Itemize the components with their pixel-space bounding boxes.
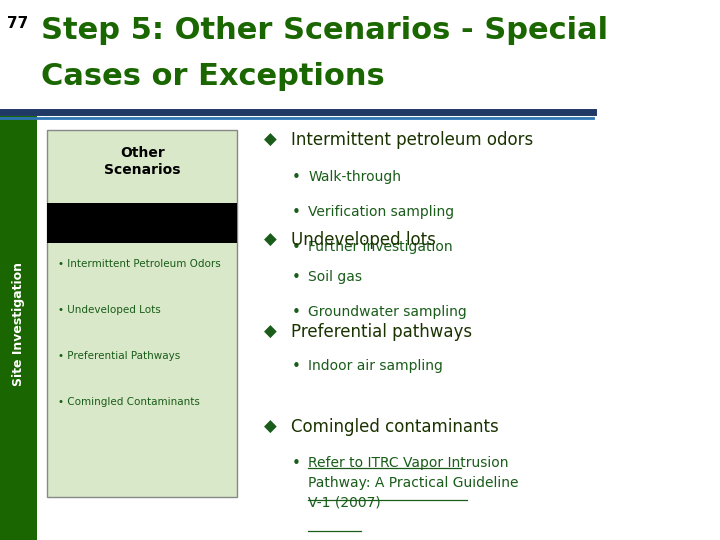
Text: •: • (292, 270, 300, 285)
Text: •: • (292, 359, 300, 374)
FancyBboxPatch shape (48, 130, 237, 497)
Text: ◆: ◆ (264, 417, 277, 436)
Text: Cases or Exceptions: Cases or Exceptions (40, 62, 384, 91)
Text: Walk-through: Walk-through (308, 170, 401, 184)
Text: •: • (292, 205, 300, 220)
Text: Other
Scenarios: Other Scenarios (104, 146, 181, 177)
Text: • Preferential Pathways: • Preferential Pathways (58, 351, 180, 361)
Text: •: • (292, 240, 300, 255)
Text: Intermittent petroleum odors: Intermittent petroleum odors (292, 131, 534, 150)
Text: Soil gas: Soil gas (308, 270, 362, 284)
Text: 77: 77 (6, 16, 28, 31)
Text: Further investigation: Further investigation (308, 240, 453, 254)
Text: ◆: ◆ (264, 231, 277, 249)
Text: Refer to ITRC Vapor Intrusion
Pathway: A Practical Guideline
V-1 (2007): Refer to ITRC Vapor Intrusion Pathway: A… (308, 456, 518, 509)
Text: • Undeveloped Lots: • Undeveloped Lots (58, 305, 161, 315)
Text: ◆: ◆ (264, 131, 277, 150)
FancyBboxPatch shape (0, 116, 37, 540)
Text: •: • (292, 456, 300, 471)
Text: Site Investigation: Site Investigation (12, 262, 24, 386)
Text: •: • (292, 170, 300, 185)
Text: Groundwater sampling: Groundwater sampling (308, 305, 467, 319)
Text: Preferential pathways: Preferential pathways (292, 323, 472, 341)
FancyBboxPatch shape (48, 202, 237, 243)
Text: Indoor air sampling: Indoor air sampling (308, 359, 443, 373)
Text: • Intermittent Petroleum Odors: • Intermittent Petroleum Odors (58, 259, 220, 269)
Text: Verification sampling: Verification sampling (308, 205, 454, 219)
Text: Undeveloped lots: Undeveloped lots (292, 231, 436, 249)
Text: ◆: ◆ (264, 323, 277, 341)
Text: • Comingled Contaminants: • Comingled Contaminants (58, 397, 199, 407)
Text: •: • (292, 305, 300, 320)
Text: Comingled contaminants: Comingled contaminants (292, 417, 499, 436)
Text: Step 5: Other Scenarios - Special: Step 5: Other Scenarios - Special (40, 16, 608, 45)
